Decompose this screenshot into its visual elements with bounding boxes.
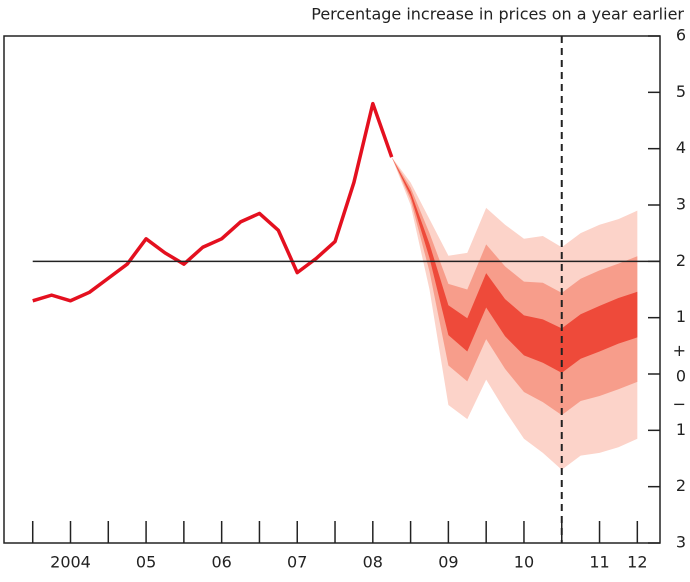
- y-tick-label: 5: [676, 82, 686, 101]
- fan-band: [391, 157, 638, 416]
- y-tick-label: 3: [676, 195, 686, 214]
- y-tick-label: 2: [676, 476, 686, 495]
- x-tick-label: 06: [211, 553, 231, 572]
- y-tick-label: 1: [676, 307, 686, 326]
- history-line: [32, 101, 394, 303]
- x-tick-label: 12: [627, 553, 647, 572]
- y-tick-label: 1: [676, 420, 686, 439]
- x-tick-label: 08: [363, 553, 383, 572]
- plus-sign: +: [673, 341, 686, 360]
- x-tick-label: 10: [514, 553, 534, 572]
- y-tick-label: 2: [676, 251, 686, 270]
- x-tick-label: 2004: [50, 553, 91, 572]
- x-tick-label: 07: [287, 553, 307, 572]
- x-tick-label: 05: [136, 553, 156, 572]
- x-tick-label: 11: [589, 553, 609, 572]
- y-tick-label: 6: [676, 26, 686, 45]
- minus-sign: −: [673, 394, 686, 413]
- fan-band: [391, 157, 638, 373]
- y-tick-label: 0: [676, 367, 686, 386]
- y-tick-label: 4: [676, 138, 686, 157]
- x-tick-label: 09: [438, 553, 458, 572]
- chart-title: Percentage increase in prices on a year …: [311, 5, 684, 24]
- y-tick-label: 3: [676, 533, 686, 552]
- plot-frame: [3, 35, 661, 544]
